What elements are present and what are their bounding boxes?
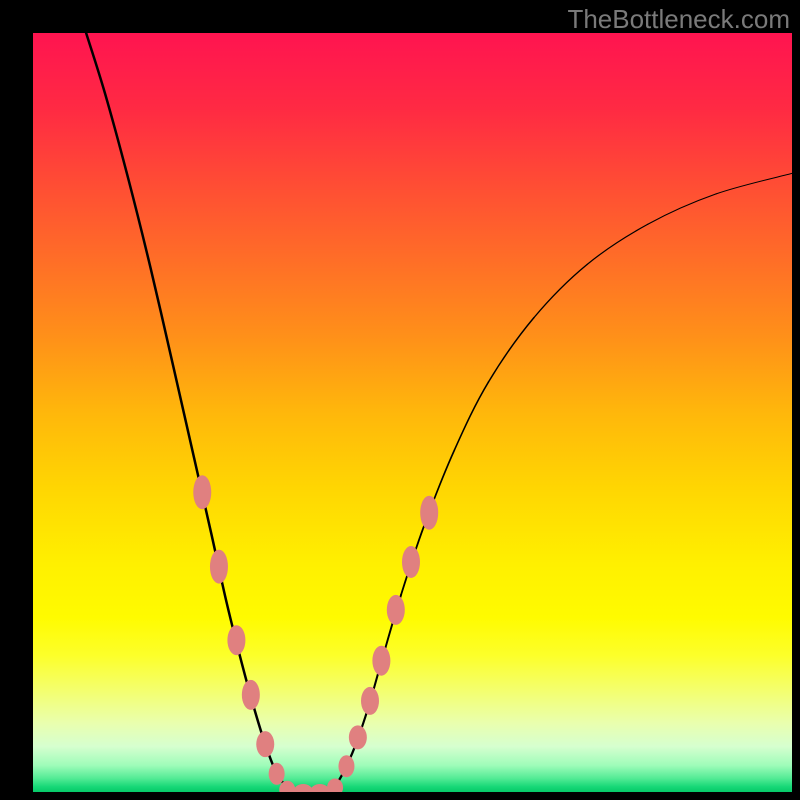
data-marker (372, 646, 390, 676)
chart-stage: TheBottleneck.com (0, 0, 800, 800)
data-marker (338, 755, 354, 777)
data-marker (387, 595, 405, 625)
data-marker (420, 496, 438, 530)
plot-svg (33, 33, 792, 792)
data-marker (210, 550, 228, 584)
data-marker (349, 725, 367, 749)
gradient-background (33, 33, 792, 792)
data-marker (227, 625, 245, 655)
data-marker (402, 546, 420, 578)
data-marker (361, 687, 379, 715)
watermark-label: TheBottleneck.com (567, 4, 790, 35)
data-marker (193, 475, 211, 509)
data-marker (256, 731, 274, 757)
plot-area (33, 33, 792, 792)
data-marker (242, 680, 260, 710)
data-marker (269, 763, 285, 785)
